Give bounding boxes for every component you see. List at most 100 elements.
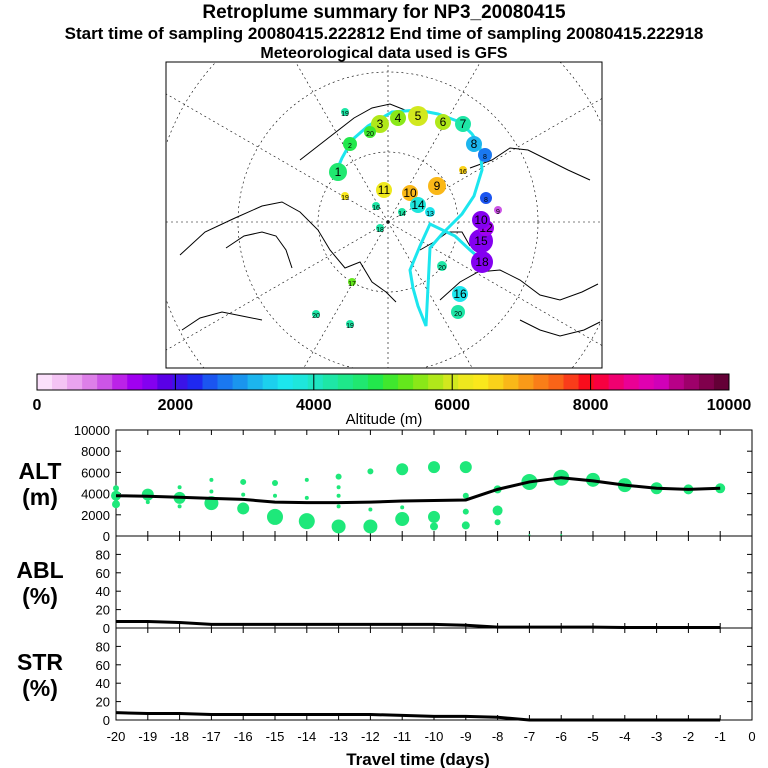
coastline: [439, 269, 599, 301]
trajectory-day-label: 10: [474, 213, 488, 227]
trajectory-point: [341, 108, 349, 116]
trajectory-day-label: 9: [496, 209, 500, 216]
colorbar-swatch: [247, 374, 264, 390]
retroplume-trajectory: [334, 108, 485, 327]
colorbar-swatch: [37, 374, 53, 390]
trajectory-point: [376, 182, 392, 198]
trajectory-point: [451, 305, 465, 319]
trajectory-day-label: 11: [378, 183, 391, 197]
colorbar-swatch: [383, 374, 399, 390]
alt-scatter-point: [141, 488, 154, 501]
panel-frame: [115, 535, 753, 629]
y-tick-label: 60: [96, 658, 110, 673]
trajectory-day-label: 8: [483, 154, 487, 161]
colorbar-tick-label: 8000: [573, 397, 609, 414]
trajectory-day-label: 10: [403, 186, 417, 200]
timeseries-panels: 0200040006000800010000ALT(m)020406080ABL…: [16, 423, 755, 768]
alt-scatter-point: [428, 510, 440, 523]
meridian-line: [387, 98, 602, 223]
y-tick-label: 20: [96, 603, 110, 618]
map-frame: [165, 61, 603, 369]
alt-scatter-point: [335, 473, 342, 480]
x-tick-label: -4: [619, 729, 631, 744]
coastline: [181, 311, 263, 331]
alt-scatter-point: [241, 492, 246, 497]
x-tick-label: -20: [107, 729, 126, 744]
colorbar-swatch: [187, 374, 203, 390]
y-tick-label: 40: [96, 584, 110, 599]
abl-panel: 0 20 40 60 80 ABL(%): [16, 535, 753, 636]
x-tick-label: -7: [524, 729, 536, 744]
x-tick-label: -1: [714, 729, 726, 744]
alt-scatter-point: [112, 500, 120, 509]
y-tick-label: 80: [96, 639, 110, 654]
x-axis-label: Travel time (days): [346, 750, 490, 768]
alt-mean-line: [115, 476, 721, 505]
trajectory-point: [480, 192, 492, 204]
trajectory-day-label: 7: [460, 117, 467, 131]
alt-scatter-point: [240, 478, 247, 485]
colorbar-swatch: [578, 374, 595, 390]
trajectory-day-label: 20: [312, 313, 320, 320]
trajectory-day-label: 20: [366, 131, 374, 138]
y-tick-label: 4000: [81, 487, 110, 502]
y-tick-label: 6000: [81, 465, 110, 480]
colorbar-swatch: [217, 374, 234, 390]
alt-scatter-point: [430, 522, 438, 531]
trajectory-day-label: 8: [471, 137, 478, 151]
colorbar-swatch: [67, 374, 83, 390]
colorbar-swatch: [52, 374, 68, 390]
colorbar-swatch: [608, 374, 625, 390]
trajectory-point: [390, 110, 406, 126]
coastline: [469, 147, 591, 181]
meridian-line: [166, 221, 389, 351]
colorbar-swatch: [623, 374, 640, 390]
y-tick-label: 10000: [74, 423, 110, 438]
trajectory-point: [346, 320, 354, 328]
meridian-line: [387, 221, 602, 346]
colorbar-swatch: [668, 374, 685, 390]
colorbar-swatch: [548, 374, 565, 390]
trajectory-point: [428, 177, 446, 195]
x-tick-label: -11: [393, 729, 411, 744]
trajectory-day-label: 14: [411, 198, 425, 212]
trajectory-day-label: 2: [348, 143, 352, 150]
x-tick-label: -18: [170, 729, 189, 744]
alt-scatter-point: [368, 507, 373, 512]
colorbar-swatch: [563, 374, 580, 390]
x-tick-label: -6: [555, 729, 567, 744]
colorbar-swatch: [518, 374, 534, 390]
alt-scatter-point: [209, 477, 214, 482]
coastline: [179, 201, 397, 303]
trajectory-day-label: 20: [454, 311, 462, 318]
trajectory-day-label: 16: [372, 205, 380, 212]
colorbar-swatch: [653, 374, 670, 390]
x-tick-label: -19: [138, 729, 157, 744]
trajectory-day-label: 20: [438, 265, 446, 272]
x-tick-label: -12: [361, 729, 380, 744]
trajectory-day-label: 9: [434, 179, 441, 193]
alt-scatter-point: [461, 521, 470, 530]
colorbar-swatch: [443, 374, 459, 390]
colorbar-tick-label: 0: [33, 397, 42, 414]
colorbar-tick-label: 10000: [707, 397, 752, 414]
colorbar-swatch: [683, 374, 700, 390]
colorbar-swatch: [202, 374, 219, 390]
colorbar-swatch: [82, 374, 98, 390]
panel-ylabel: ABL: [16, 557, 63, 583]
alt-scatter-point: [395, 512, 410, 527]
colorbar-swatch: [352, 374, 369, 390]
colorbar-swatch: [413, 374, 429, 390]
colorbar-swatch: [112, 374, 128, 390]
meridian-line: [295, 62, 389, 223]
trajectory-point: [398, 208, 406, 216]
x-tick-label: -2: [683, 729, 695, 744]
str-line: [115, 711, 721, 722]
trajectory-point: [371, 115, 389, 133]
alt-scatter-point: [459, 461, 472, 474]
trajectory-day-label: 4: [395, 111, 402, 125]
x-tick-label: -5: [587, 729, 599, 744]
trajectory-day-label: 13: [426, 211, 434, 218]
alt-scatter-point: [209, 489, 214, 494]
